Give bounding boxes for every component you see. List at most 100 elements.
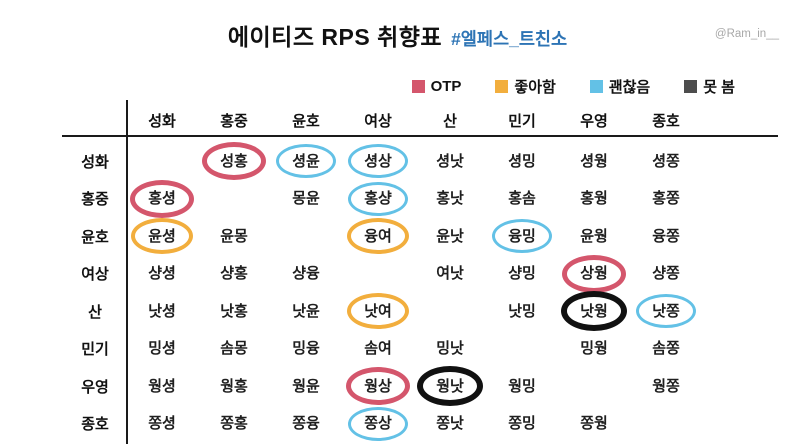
column-header: 우영 [580, 112, 608, 130]
table-cell: 웡윤 [270, 368, 342, 406]
ship-name: 쫑홍 [220, 415, 248, 433]
table-cell: 웡밍 [486, 368, 558, 406]
legend-swatch-otp-icon [411, 80, 425, 93]
row-header: 윤호 [81, 228, 109, 246]
legend-label: 괜찮음 [608, 79, 651, 96]
row-header: 산 [88, 303, 102, 321]
rps-table-wrap: 성화 홍중 윤호 여상 산 민기 우영 종호 성화 성홍 셩윤 셩상 셩낫 셩밍 셩웡 셩쫑 홍중 홍셩 몽윤 홍샹 홍… [62, 100, 778, 444]
ship-name: 웡쫑 [652, 377, 680, 395]
ship-name-circled-ok: 셩윤 [276, 144, 336, 179]
table-cell: 낫셩 [126, 293, 198, 331]
ship-name [207, 185, 261, 213]
ship-name: 웡윤 [292, 377, 320, 395]
table-cell: 낫윤 [270, 293, 342, 331]
table-cell [342, 255, 414, 293]
table-cell [270, 218, 342, 256]
ship-name-circled-like: 윤셩 [131, 218, 193, 255]
table-cell: 샹쫑 [630, 255, 702, 293]
ship-name: 셩밍 [508, 152, 536, 170]
ship-name-circled-ok: 융밍 [492, 219, 552, 254]
ship-name: 홍낫 [436, 190, 464, 208]
ship-name: 솜몽 [220, 340, 248, 358]
ship-name: 융쫑 [652, 227, 680, 245]
table-cell [414, 293, 486, 331]
ship-name-circled-ok: 셩상 [348, 144, 408, 179]
table-cell: 상웡 [558, 254, 630, 293]
column-header: 민기 [508, 112, 536, 130]
table-cell: 셩윤 [270, 143, 342, 181]
table-cell: 솜여 [342, 330, 414, 368]
table-cell: 셩쫑 [630, 143, 702, 181]
table-cell: 홍샹 [342, 180, 414, 218]
ship-name-circled-no: 낫웡 [561, 291, 627, 332]
table-cell: 샹밍 [486, 255, 558, 293]
table-cell: 셩상 [342, 143, 414, 181]
table-horizontal-rule [62, 135, 778, 137]
column-header: 성화 [148, 112, 176, 130]
ship-name: 낫셩 [148, 302, 176, 320]
legend-item-like: 좋아함 [495, 76, 556, 97]
ship-name: 밍낫 [436, 340, 464, 358]
table-cell: 웡셩 [126, 368, 198, 406]
ship-name: 웡홍 [220, 377, 248, 395]
ship-name: 밍융 [292, 340, 320, 358]
ship-name: 샹홍 [220, 265, 248, 283]
ship-name: 쫑낫 [436, 415, 464, 433]
column-header: 종호 [652, 112, 680, 130]
column-header: 윤호 [292, 112, 320, 130]
ship-name-circled-like: 융여 [347, 218, 409, 255]
table-cell: 낫쫑 [630, 293, 702, 331]
ship-name: 셩쫑 [652, 152, 680, 170]
table-cell: 낫웡 [558, 291, 630, 332]
legend-swatch-like-icon [495, 80, 509, 93]
ship-name: 밍웡 [580, 340, 608, 358]
table-cell: 셩웡 [558, 143, 630, 181]
table-cell: 솜쫑 [630, 330, 702, 368]
table-cell: 융밍 [486, 218, 558, 256]
row-header: 우영 [81, 378, 109, 396]
ship-name: 쫑융 [292, 415, 320, 433]
ship-name: 솜여 [364, 340, 392, 358]
table-cell: 윤몽 [198, 218, 270, 256]
ship-name: 셩웡 [580, 152, 608, 170]
ship-name [495, 335, 549, 363]
table-cell: 웡낫 [414, 366, 486, 407]
ship-name-circled-ok: 홍샹 [348, 181, 408, 216]
table-cell: 융여 [342, 218, 414, 256]
ship-name-circled-like: 낫여 [347, 293, 409, 330]
table-cell: 쫑낫 [414, 405, 486, 443]
ship-name: 웡밍 [508, 377, 536, 395]
ship-name-circled-no: 웡낫 [417, 366, 483, 407]
legend-label: 못 봄 [703, 79, 735, 96]
row-header: 민기 [81, 341, 109, 359]
ship-name: 웡셩 [148, 377, 176, 395]
legend-item-no: 못 봄 [684, 76, 735, 97]
ship-name-circled-otp: 웡상 [346, 367, 410, 406]
table-cell: 밍낫 [414, 330, 486, 368]
ship-name: 낫밍 [508, 302, 536, 320]
table-cell: 성홍 [198, 142, 270, 181]
ship-name: 홍솜 [508, 190, 536, 208]
table-cell: 홍낫 [414, 180, 486, 218]
ship-name: 쫑밍 [508, 415, 536, 433]
ship-name: 윤웡 [580, 227, 608, 245]
ship-name: 솜쫑 [652, 340, 680, 358]
title-hashtag: #엘페스_트친소 [451, 29, 568, 49]
legend-swatch-no-icon [684, 80, 698, 93]
ship-name: 여낫 [436, 265, 464, 283]
legend-item-otp: OTP [411, 78, 462, 95]
ship-name: 쫑셩 [148, 415, 176, 433]
ship-name-circled-otp: 상웡 [562, 254, 626, 293]
ship-name [423, 297, 477, 325]
table-cell: 홍웡 [558, 180, 630, 218]
column-header: 홍중 [220, 112, 248, 130]
table-cell: 홍쫑 [630, 180, 702, 218]
ship-name: 낫윤 [292, 302, 320, 320]
table-cell: 쫑상 [342, 405, 414, 443]
ship-name [279, 222, 333, 250]
table-cell: 쫑홍 [198, 405, 270, 443]
legend-label: OTP [430, 78, 462, 95]
table-cell: 융쫑 [630, 218, 702, 256]
ship-name-circled-otp: 홍셩 [130, 179, 194, 218]
ship-name: 홍웡 [580, 190, 608, 208]
